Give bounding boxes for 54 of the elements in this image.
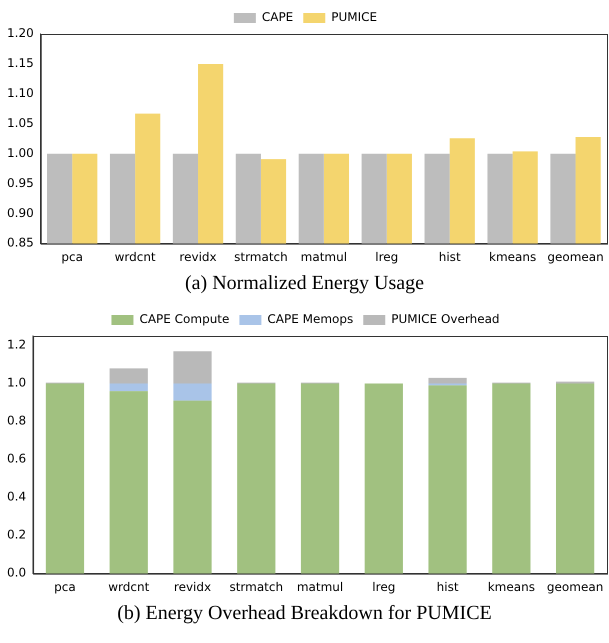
legend-label: CAPE (262, 10, 294, 24)
y-tick-label: 1.00 (7, 146, 34, 160)
bar (46, 384, 84, 574)
legend-label: PUMICE (331, 10, 378, 24)
x-tick-label: strmatch (229, 580, 284, 594)
y-tick-label: 1.15 (7, 56, 34, 70)
y-tick-label: 0.95 (7, 176, 34, 190)
y-tick-label: 1.05 (7, 116, 34, 130)
bar (110, 384, 148, 392)
x-tick-label: revidx (174, 580, 212, 594)
x-tick-label: geomean (547, 250, 604, 264)
y-tick-label: 1.2 (6, 338, 26, 352)
bar (173, 351, 212, 384)
x-tick-label: wrdcnt (108, 580, 150, 594)
legend-label: PUMICE Overhead (391, 312, 500, 326)
x-tick-label: lreg (375, 250, 398, 264)
legend-label: CAPE Compute (139, 312, 230, 326)
x-tick-label: strmatch (234, 250, 288, 264)
bar (492, 384, 530, 574)
bar (110, 368, 148, 384)
bar (364, 384, 403, 574)
y-tick-label: 0.85 (7, 236, 34, 250)
x-tick-label: pca (61, 250, 83, 264)
y-tick-label: 1.0 (6, 376, 26, 390)
x-tick-label: matmul (296, 580, 344, 594)
text: (a) Normalized Energy Usage (184, 271, 425, 296)
y-tick-label: 1.20 (7, 26, 34, 40)
y-tick-label: 0.2 (6, 528, 26, 542)
bar (173, 400, 212, 574)
bar (173, 384, 212, 401)
bar (300, 384, 340, 574)
y-tick-label: 0.6 (6, 452, 26, 466)
y-tick-label: 0.0 (6, 566, 26, 580)
x-tick-label: wrdcnt (114, 250, 156, 264)
y-tick-label: 0.8 (6, 414, 26, 428)
legend-label: CAPE Memops (267, 312, 354, 326)
x-tick-label: pca (54, 580, 76, 594)
bar (556, 384, 594, 574)
y-tick-label: 1.10 (7, 86, 34, 100)
x-tick-label: geomean (546, 580, 604, 594)
x-tick-label: hist (436, 580, 459, 594)
x-tick-label: revidx (179, 250, 217, 264)
x-tick-label: matmul (300, 250, 348, 264)
y-tick-label: 0.4 (6, 490, 26, 504)
x-tick-label: kmeans (488, 580, 535, 594)
x-tick-label: hist (438, 250, 461, 264)
text: (b) Energy Overhead Breakdown for PUMICE (116, 601, 493, 626)
x-tick-label: lreg (372, 580, 396, 594)
bar (237, 384, 276, 574)
bar (110, 391, 148, 574)
y-tick-label: 0.90 (7, 206, 34, 220)
bar (428, 385, 467, 574)
x-tick-label: kmeans (489, 250, 536, 264)
bar (428, 378, 467, 384)
